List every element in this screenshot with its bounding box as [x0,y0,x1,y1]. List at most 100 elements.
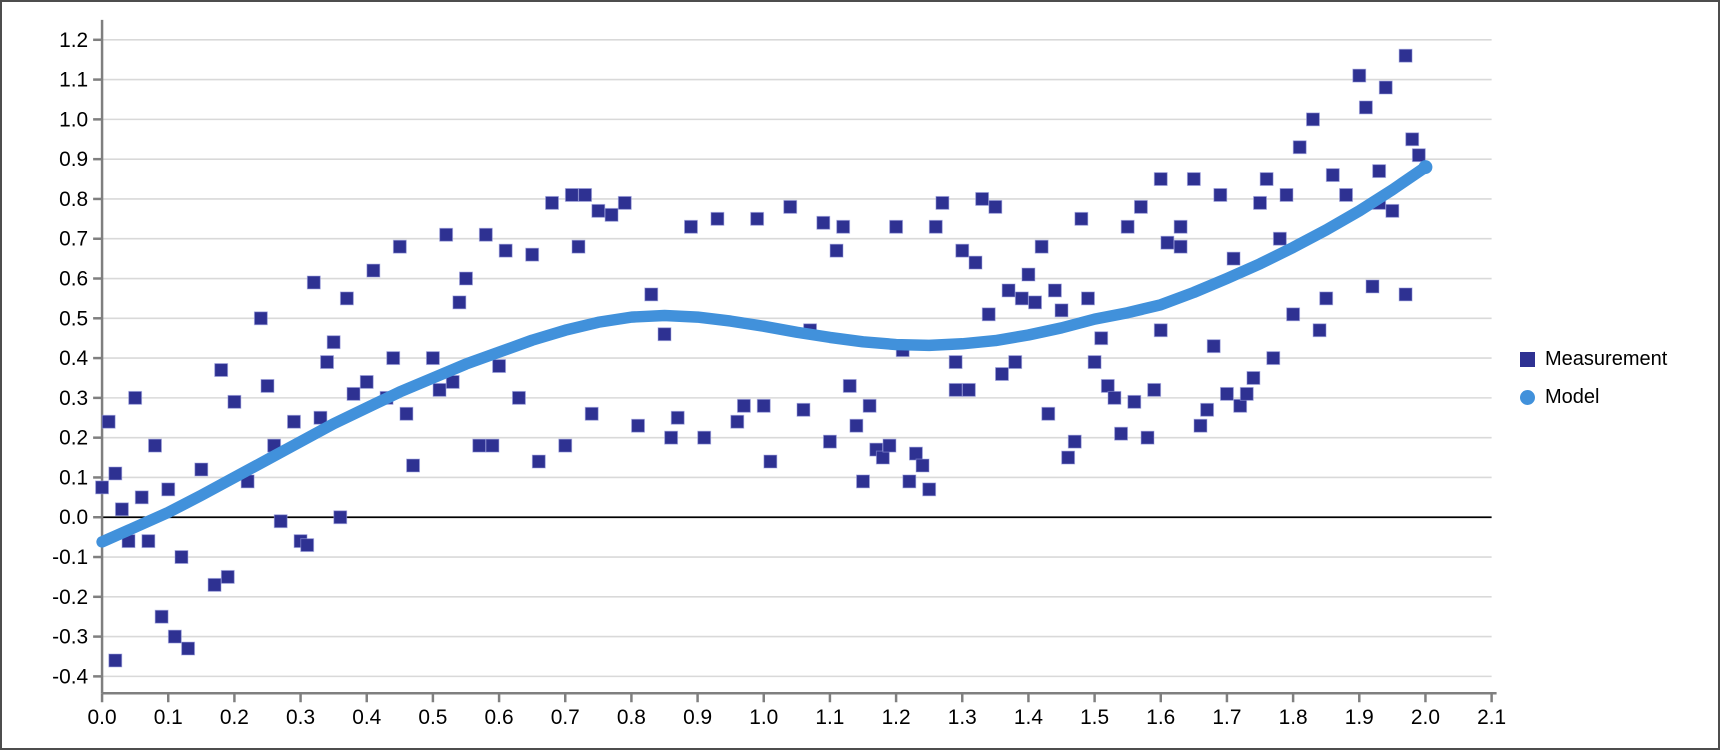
measurement-point [306,275,321,290]
measurement-point [1213,188,1228,202]
measurement-point [326,335,341,350]
measurement-point [1028,295,1043,310]
measurement-point [1067,434,1082,449]
x-tick-label: 1.7 [1212,706,1241,729]
measurement-point [1286,307,1301,322]
measurement-point [1153,323,1168,338]
measurement-point [664,430,679,445]
measurement-point [167,629,182,644]
measurement-point [670,410,685,425]
measurement-point [194,462,209,477]
measurement-point [697,430,712,445]
measurement-point [359,375,374,389]
measurement-point [1081,291,1095,306]
measurement-point [882,438,897,453]
x-tick-label: 0.9 [683,706,712,729]
measurement-point [961,382,976,397]
measurement-point [406,458,421,473]
measurement-point [1120,219,1135,234]
measurement-point [1147,382,1162,397]
x-tick-label: 0.3 [286,706,315,729]
measurement-point [339,291,354,306]
y-tick-label: 0.1 [59,466,88,489]
measurement-point [1405,132,1420,147]
x-tick-label: 0.7 [551,706,580,729]
measurement-point [1160,235,1175,250]
measurement-point [1094,331,1109,346]
measurement-point [829,243,844,258]
legend: Measurement Model [1520,348,1667,409]
measurement-point [796,402,811,417]
measurement-point [1239,386,1254,401]
measurement-point [1279,188,1294,202]
measurement-point [1001,283,1016,298]
measurement-point [1047,283,1062,298]
measurement-point [154,609,169,624]
legend-entry-model: Model [1520,386,1667,409]
y-tick-label: 0.8 [59,188,88,211]
measurement-point [988,199,1003,214]
measurement-point [710,211,725,226]
measurement-point [1319,291,1334,306]
measurement-point [1398,48,1413,63]
measurement-point [1061,450,1076,465]
x-tick-label: 1.3 [948,706,977,729]
measurement-point [333,510,348,525]
measurement-point [1378,80,1393,95]
measurement-point [214,363,229,377]
measurement-point [657,327,672,342]
measurement-point [783,199,798,214]
measurement-point [452,295,467,310]
x-tick-label: 1.4 [1014,706,1043,729]
measurement-point [856,474,870,489]
measurement-square-icon [1520,352,1535,367]
y-tick-label: 1.1 [59,69,88,92]
x-tick-label: 1.0 [749,706,778,729]
measurement-point [684,219,698,234]
measurement-point [849,418,864,433]
x-tick-label: 0.1 [154,706,183,729]
x-tick-label: 1.8 [1279,706,1308,729]
measurement-point [478,227,493,242]
measurement-point [1206,339,1221,354]
measurement-point [174,550,189,564]
measurement-point [756,398,771,413]
measurement-point [935,195,950,210]
measurement-point [928,219,943,234]
y-tick-label: 0.4 [59,347,88,370]
measurement-point [392,239,407,254]
measurement-point [578,188,593,202]
measurement-point [1312,323,1327,338]
measurement-point [591,203,606,218]
measurement-point [498,243,513,258]
measurement-point [558,438,573,453]
measurement-point [1054,303,1069,318]
y-tick-label: -0.2 [52,586,88,609]
measurement-point [955,243,970,258]
measurement-point [545,195,559,210]
measurement-point [320,355,335,370]
y-tick-label: 0.2 [59,427,88,450]
measurement-point [836,219,851,234]
legend-label-measurement: Measurement [1545,348,1668,370]
measurement-point [631,418,645,433]
measurement-point [1292,140,1307,155]
x-tick-label: 1.1 [815,706,844,729]
measurement-point [399,406,414,421]
measurement-point [1325,168,1340,183]
measurement-point [207,577,222,592]
measurement-point [511,390,526,405]
measurement-point [1173,239,1188,254]
measurement-point [1087,355,1102,370]
measurement-point [564,188,579,202]
measurement-point [346,386,361,401]
measurement-point [95,480,110,495]
y-tick-label: 0.0 [59,506,88,529]
measurement-point [1339,188,1354,202]
measurement-point [644,287,659,302]
measurement-point [1107,390,1122,405]
y-tick-label: 0.6 [59,267,88,290]
measurement-point [531,454,546,469]
y-tick-label: 0.5 [59,307,88,330]
measurement-point [525,247,540,262]
